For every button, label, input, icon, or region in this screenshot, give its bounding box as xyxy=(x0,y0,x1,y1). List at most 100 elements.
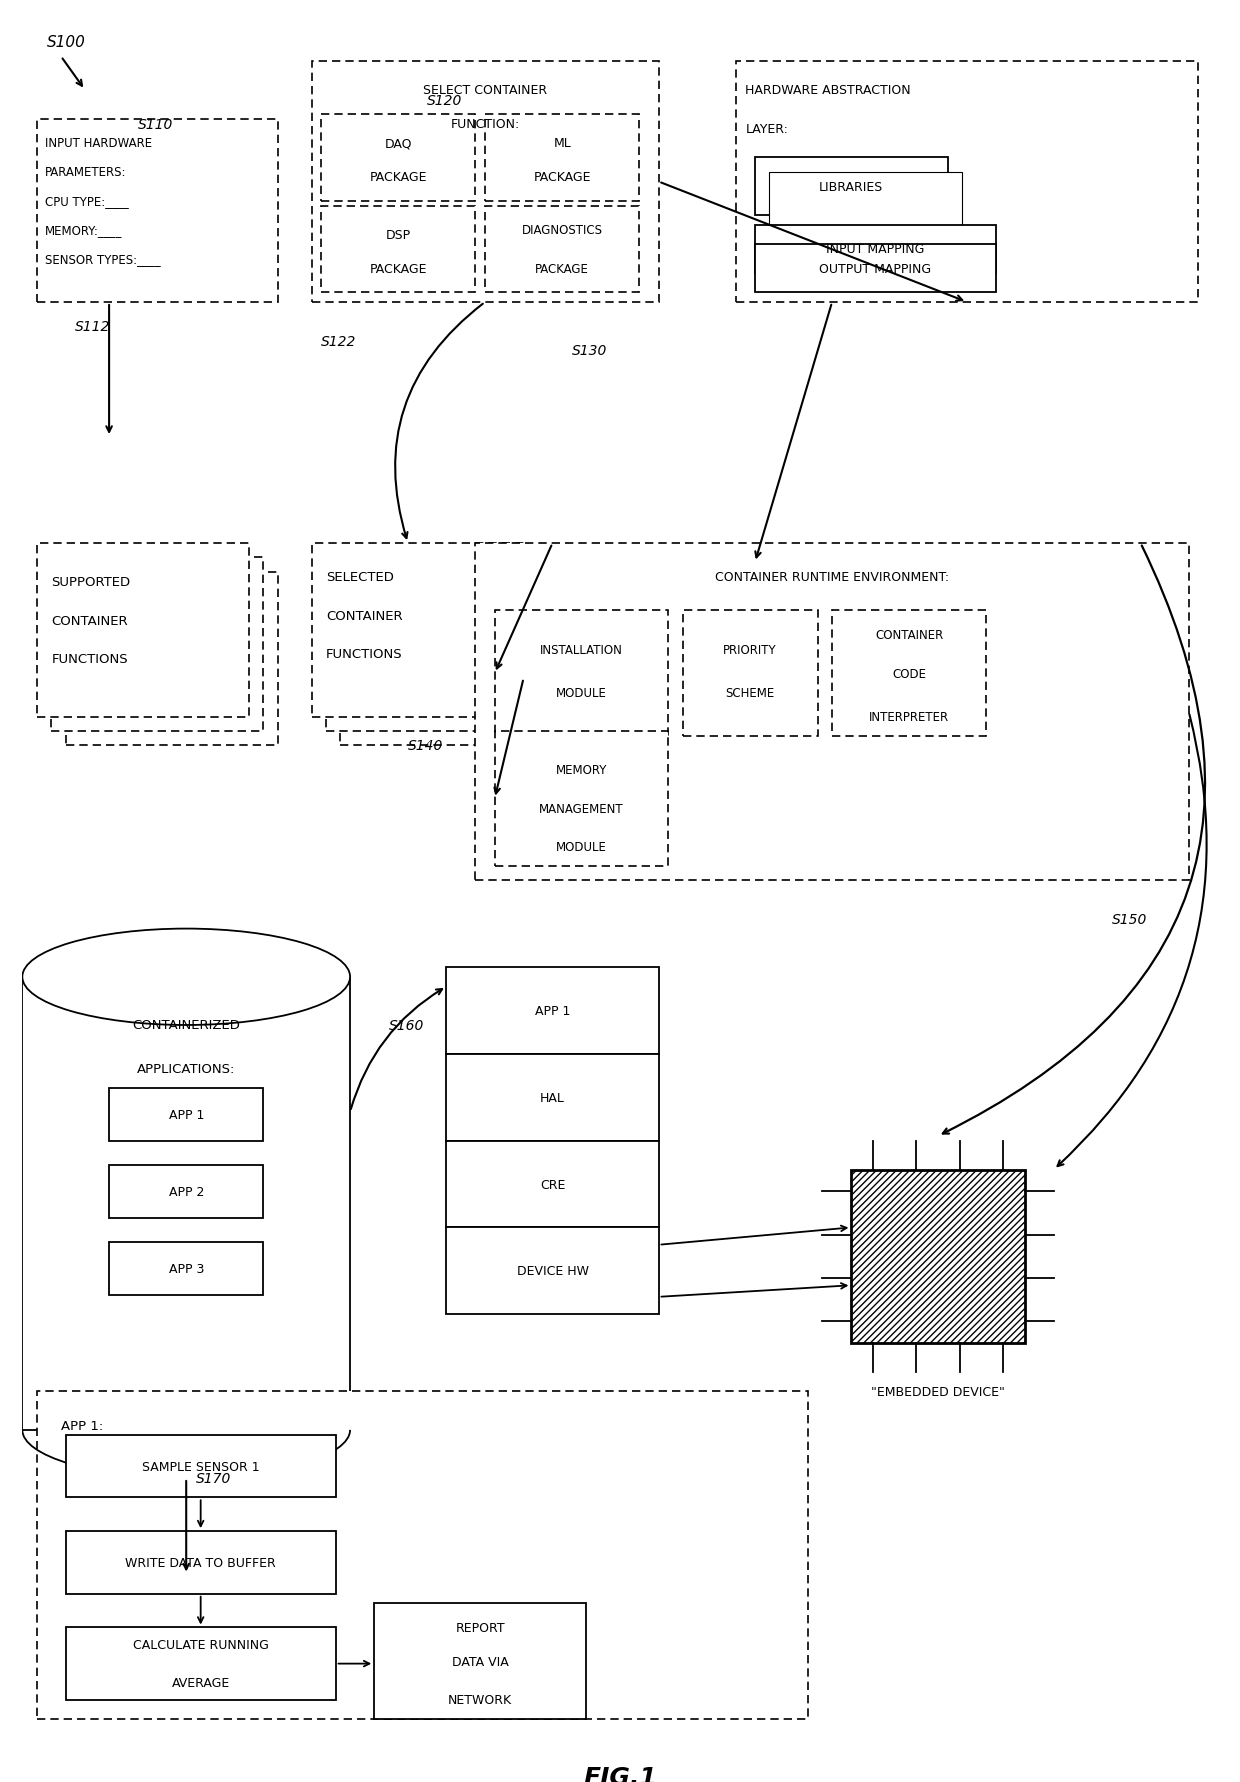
Text: PRIORITY: PRIORITY xyxy=(723,643,777,656)
Bar xyxy=(446,968,658,1055)
Text: ML: ML xyxy=(553,137,572,150)
Bar xyxy=(22,977,350,1429)
Text: FUNCTIONS: FUNCTIONS xyxy=(51,652,128,666)
Bar xyxy=(66,1627,336,1700)
Text: HARDWARE ABSTRACTION: HARDWARE ABSTRACTION xyxy=(745,84,911,98)
Text: INPUT MAPPING: INPUT MAPPING xyxy=(826,244,925,257)
Text: S112: S112 xyxy=(76,321,110,333)
Bar xyxy=(755,226,996,274)
Text: CONTAINER: CONTAINER xyxy=(51,615,128,627)
Text: APP 1: APP 1 xyxy=(169,1108,203,1121)
Bar xyxy=(51,558,263,732)
Text: CALCULATE RUNNING: CALCULATE RUNNING xyxy=(133,1638,269,1650)
Bar xyxy=(769,173,962,230)
Bar xyxy=(109,1165,263,1219)
Text: INPUT HARDWARE: INPUT HARDWARE xyxy=(45,137,151,150)
Bar xyxy=(321,116,475,201)
Bar xyxy=(37,1392,808,1720)
Text: MODULE: MODULE xyxy=(556,841,606,854)
Text: S122: S122 xyxy=(321,335,357,347)
Text: MODULE: MODULE xyxy=(556,686,606,700)
Bar xyxy=(66,572,278,747)
Text: SELECT CONTAINER: SELECT CONTAINER xyxy=(423,84,547,98)
Bar xyxy=(485,207,640,294)
Bar xyxy=(311,62,658,303)
Text: APP 3: APP 3 xyxy=(169,1262,203,1276)
Text: CPU TYPE:____: CPU TYPE:____ xyxy=(45,196,128,208)
Bar xyxy=(446,1140,658,1228)
Text: S150: S150 xyxy=(1111,912,1147,927)
Bar xyxy=(683,611,817,736)
Text: AVERAGE: AVERAGE xyxy=(171,1677,229,1689)
Text: MANAGEMENT: MANAGEMENT xyxy=(539,802,624,814)
Text: CODE: CODE xyxy=(893,666,926,681)
Text: DEVICE HW: DEVICE HW xyxy=(517,1265,589,1278)
Bar xyxy=(321,207,475,294)
Bar xyxy=(475,544,1189,880)
Text: MEMORY:____: MEMORY:____ xyxy=(45,225,122,237)
Text: DSP: DSP xyxy=(386,228,410,242)
Bar xyxy=(37,544,249,716)
Ellipse shape xyxy=(22,928,350,1025)
Text: SELECTED: SELECTED xyxy=(326,570,394,584)
Text: CONTAINER: CONTAINER xyxy=(326,609,403,622)
Text: S140: S140 xyxy=(408,740,443,754)
Text: S120: S120 xyxy=(428,93,463,107)
Text: APP 1:: APP 1: xyxy=(61,1418,103,1431)
Text: FUNCTIONS: FUNCTIONS xyxy=(326,649,403,661)
Bar xyxy=(755,244,996,294)
Text: PACKAGE: PACKAGE xyxy=(533,171,591,184)
Text: LAYER:: LAYER: xyxy=(745,123,789,135)
Text: CONTAINERIZED: CONTAINERIZED xyxy=(133,1019,241,1032)
Text: S100: S100 xyxy=(46,36,86,50)
Text: LIBRARIES: LIBRARIES xyxy=(820,180,883,194)
Bar xyxy=(374,1604,587,1720)
Text: S170: S170 xyxy=(196,1472,231,1484)
Text: SENSOR TYPES:____: SENSOR TYPES:____ xyxy=(45,253,160,266)
Text: S110: S110 xyxy=(138,118,174,132)
Text: INSTALLATION: INSTALLATION xyxy=(539,643,622,656)
Text: DAQ: DAQ xyxy=(384,137,412,150)
Bar xyxy=(37,119,278,303)
Text: REPORT: REPORT xyxy=(455,1622,505,1634)
Text: INTERPRETER: INTERPRETER xyxy=(869,711,950,723)
Text: NETWORK: NETWORK xyxy=(448,1693,512,1707)
Bar xyxy=(852,1171,1025,1344)
Bar xyxy=(66,1435,336,1497)
Bar xyxy=(832,611,986,736)
Bar xyxy=(109,1242,263,1296)
Text: S160: S160 xyxy=(388,1019,424,1032)
Text: PACKAGE: PACKAGE xyxy=(370,262,427,276)
Text: S130: S130 xyxy=(572,344,608,358)
Bar xyxy=(341,572,553,747)
Text: APP 1: APP 1 xyxy=(534,1005,570,1018)
Text: MEMORY: MEMORY xyxy=(556,764,608,777)
Text: PACKAGE: PACKAGE xyxy=(370,171,427,184)
Text: SAMPLE SENSOR 1: SAMPLE SENSOR 1 xyxy=(141,1459,259,1472)
Bar xyxy=(446,1228,658,1315)
Text: WRITE DATA TO BUFFER: WRITE DATA TO BUFFER xyxy=(125,1556,277,1568)
Bar xyxy=(495,611,668,736)
Bar xyxy=(109,1089,263,1140)
Text: APP 2: APP 2 xyxy=(169,1185,203,1198)
Text: OUTPUT MAPPING: OUTPUT MAPPING xyxy=(820,262,931,276)
Text: HAL: HAL xyxy=(541,1091,565,1105)
Text: PARAMETERS:: PARAMETERS: xyxy=(45,166,126,180)
Text: DIAGNOSTICS: DIAGNOSTICS xyxy=(522,225,603,237)
Bar xyxy=(66,1531,336,1593)
Bar xyxy=(311,544,523,716)
Text: "EMBEDDED DEVICE": "EMBEDDED DEVICE" xyxy=(872,1385,1006,1399)
Text: FUNCTION:: FUNCTION: xyxy=(450,118,520,132)
Text: SCHEME: SCHEME xyxy=(725,686,775,700)
Bar xyxy=(485,116,640,201)
Bar xyxy=(495,732,668,866)
Bar xyxy=(755,159,947,216)
Bar xyxy=(326,558,538,732)
Text: DATA VIA: DATA VIA xyxy=(451,1655,508,1668)
Bar xyxy=(852,1171,1025,1344)
Bar xyxy=(446,1055,658,1140)
Text: CONTAINER: CONTAINER xyxy=(875,629,944,642)
Text: CONTAINER RUNTIME ENVIRONMENT:: CONTAINER RUNTIME ENVIRONMENT: xyxy=(715,570,949,584)
Text: APPLICATIONS:: APPLICATIONS: xyxy=(138,1062,236,1075)
Text: SUPPORTED: SUPPORTED xyxy=(51,576,130,588)
